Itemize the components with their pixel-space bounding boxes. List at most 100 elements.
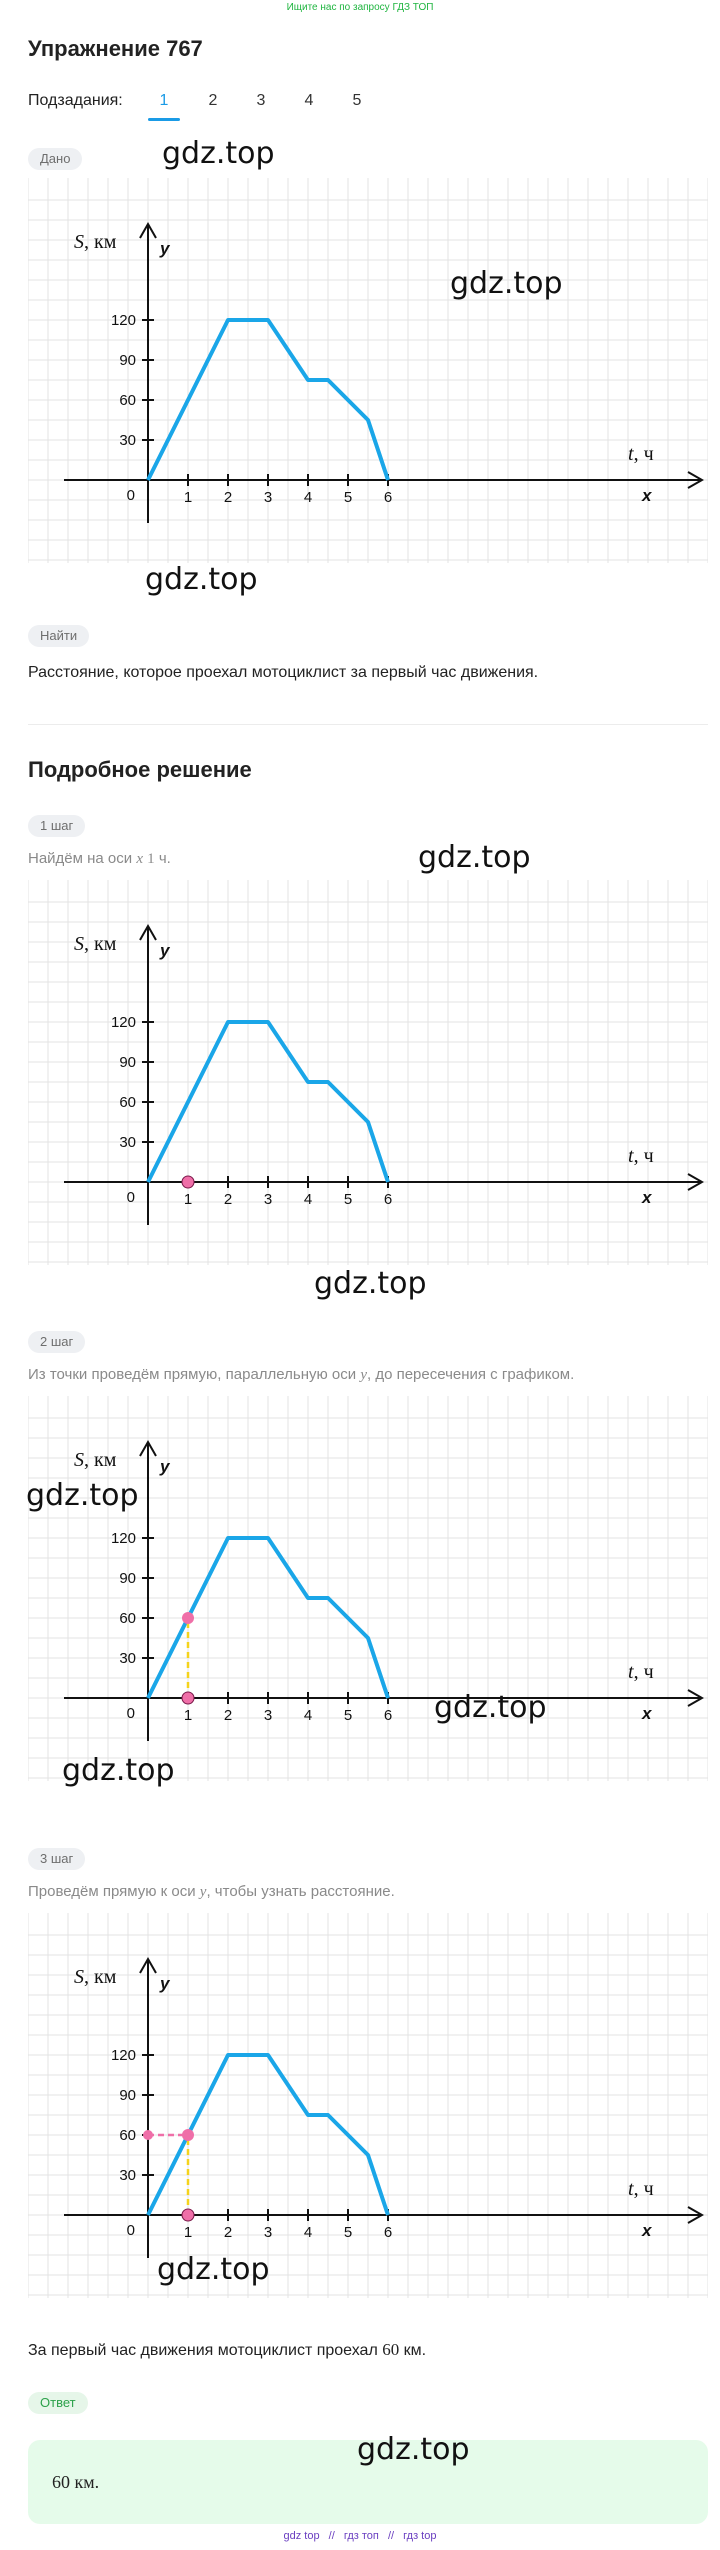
origin-label: 0	[127, 1189, 135, 1206]
y-tick-label: 60	[119, 392, 136, 409]
y-tick-label: 60	[119, 1610, 136, 1627]
x-tick-label: 6	[384, 1191, 392, 1208]
x-axis-arrow-icon	[687, 1173, 705, 1191]
x-tick-label: 4	[304, 2224, 312, 2241]
x-var-label: x	[641, 1704, 653, 1723]
x-tick-label: 4	[304, 1191, 312, 1208]
x-axis-unit: , ч	[634, 443, 654, 465]
x-axis-unit: , ч	[634, 1661, 654, 1683]
y-tick-label: 60	[119, 2127, 136, 2144]
x-axis-name: t	[628, 1145, 634, 1167]
watermark-text: gdz.top	[450, 266, 563, 301]
footer-separator: //	[328, 2530, 335, 2542]
solution-title: Подробное решение	[28, 757, 252, 782]
x-tick-label: 5	[344, 1191, 352, 1208]
y-tick-label: 120	[111, 2047, 136, 2064]
x-tick-label: 3	[264, 1707, 272, 1724]
y-axis-arrow-icon	[139, 221, 157, 239]
x-axis-point	[181, 1691, 195, 1705]
y-axis-title: S, км	[74, 1966, 117, 1988]
y-axis-arrow-icon	[139, 1439, 157, 1457]
x-var-label: x	[641, 2221, 653, 2240]
footer-link[interactable]: гдз топ	[343, 2530, 379, 2542]
search-banner[interactable]: Ищите нас по запросу ГДЗ ТОП	[286, 2, 434, 13]
y-tick-label: 120	[111, 1530, 136, 1547]
x-tick-label: 1	[184, 1707, 192, 1724]
y-tick-label: 30	[119, 1134, 136, 1151]
x-tick-label: 4	[304, 489, 312, 506]
y-tick-label: 30	[119, 2167, 136, 2184]
watermark-text: gdz.top	[357, 2432, 470, 2467]
tab-subtask-4[interactable]: 4	[304, 92, 314, 109]
find-badge: Найти	[28, 625, 90, 647]
x-tick-label: 2	[224, 1191, 232, 1208]
page-title: Упражнение 767	[28, 36, 203, 61]
subtasks-label: Подзадания:	[28, 92, 123, 109]
step3-badge: 3 шаг	[28, 1848, 86, 1870]
y-var-label: y	[159, 1457, 171, 1476]
footer-link[interactable]: гдз top	[403, 2530, 437, 2542]
find-text: Расстояние, которое проехал мотоциклист …	[28, 664, 539, 681]
graph-point	[182, 2129, 194, 2141]
y-axis-title: S, км	[74, 933, 117, 955]
step3-text: Проведём прямую к оси y, чтобы узнать ра…	[28, 1883, 708, 1901]
y-tick-label: 90	[119, 352, 136, 369]
graph-point	[182, 1612, 194, 1624]
answer-badge: Ответ	[28, 2392, 88, 2414]
series-line	[146, 1536, 390, 1699]
step3-text-before: Проведём прямую к оси	[28, 1883, 200, 1900]
x-tick-label: 6	[384, 2224, 392, 2241]
tab-subtask-2[interactable]: 2	[208, 92, 218, 109]
x-axis-unit: , ч	[634, 2178, 654, 2200]
tab-subtask-1[interactable]: 1	[159, 92, 169, 109]
x-tick-label: 2	[224, 489, 232, 506]
y-axis-title: S, км	[74, 231, 117, 253]
step1-axis: x	[136, 851, 143, 867]
conclusion-value: 60	[382, 2340, 400, 2359]
x-axis-title: t, ч	[628, 2178, 654, 2200]
x-axis-point	[181, 1175, 195, 1189]
x-tick-label: 5	[344, 1707, 352, 1724]
x-tick-label: 3	[264, 1191, 272, 1208]
y-tick-label: 90	[119, 1054, 136, 1071]
x-axis-name: t	[628, 443, 634, 465]
conclusion-text: За первый час движения мотоциклист проех…	[28, 2340, 708, 2360]
footer-link[interactable]: gdz top	[283, 2530, 320, 2542]
y-var-label: y	[159, 239, 171, 258]
watermark-text: gdz.top	[26, 1478, 139, 1513]
step1-text-after: ч.	[154, 850, 171, 867]
tab-subtask-5[interactable]: 5	[352, 92, 362, 109]
series-line	[146, 1020, 390, 1183]
x-tick-label: 1	[184, 1191, 192, 1208]
tab-subtask-3[interactable]: 3	[256, 92, 266, 109]
step1-text-before: Найдём на оси	[28, 850, 137, 867]
y-tick-label: 90	[119, 2087, 136, 2104]
subtasks-nav: Подзадания: 1 2 3 4 5	[28, 88, 718, 121]
grid	[28, 1396, 708, 1781]
x-tick-label: 2	[224, 2224, 232, 2241]
y-var-label: y	[159, 1974, 171, 1993]
y-axis-name: S	[74, 933, 84, 955]
grid	[28, 880, 708, 1265]
step3-text-after: , чтобы узнать расстояние.	[206, 1883, 395, 1900]
y-tick-label: 30	[119, 1650, 136, 1667]
x-axis-arrow-icon	[687, 2206, 705, 2224]
watermark-text: gdz.top	[418, 840, 531, 875]
x-axis-unit: , ч	[634, 1145, 654, 1167]
series-line	[146, 318, 390, 481]
x-tick-label: 5	[344, 2224, 352, 2241]
step1-badge: 1 шаг	[28, 815, 86, 837]
graph-step3: 1 2 3 4 5 6 30 60 90 120 0 S, км y t, ч x	[28, 1913, 708, 2298]
x-tick-label: 3	[264, 489, 272, 506]
x-axis-point	[181, 2208, 195, 2222]
y-tick-label: 60	[119, 1094, 136, 1111]
conclusion-after: км.	[399, 2342, 427, 2359]
y-axis-unit: , км	[84, 231, 117, 253]
x-axis-title: t, ч	[628, 1661, 654, 1683]
watermark-text: gdz.top	[62, 1753, 175, 1788]
y-axis-arrow-icon	[139, 923, 157, 941]
answer-text: 60 км.	[52, 2472, 100, 2492]
active-tab-indicator	[148, 118, 180, 121]
x-tick-label: 4	[304, 1707, 312, 1724]
footer-separator: //	[387, 2530, 395, 2542]
